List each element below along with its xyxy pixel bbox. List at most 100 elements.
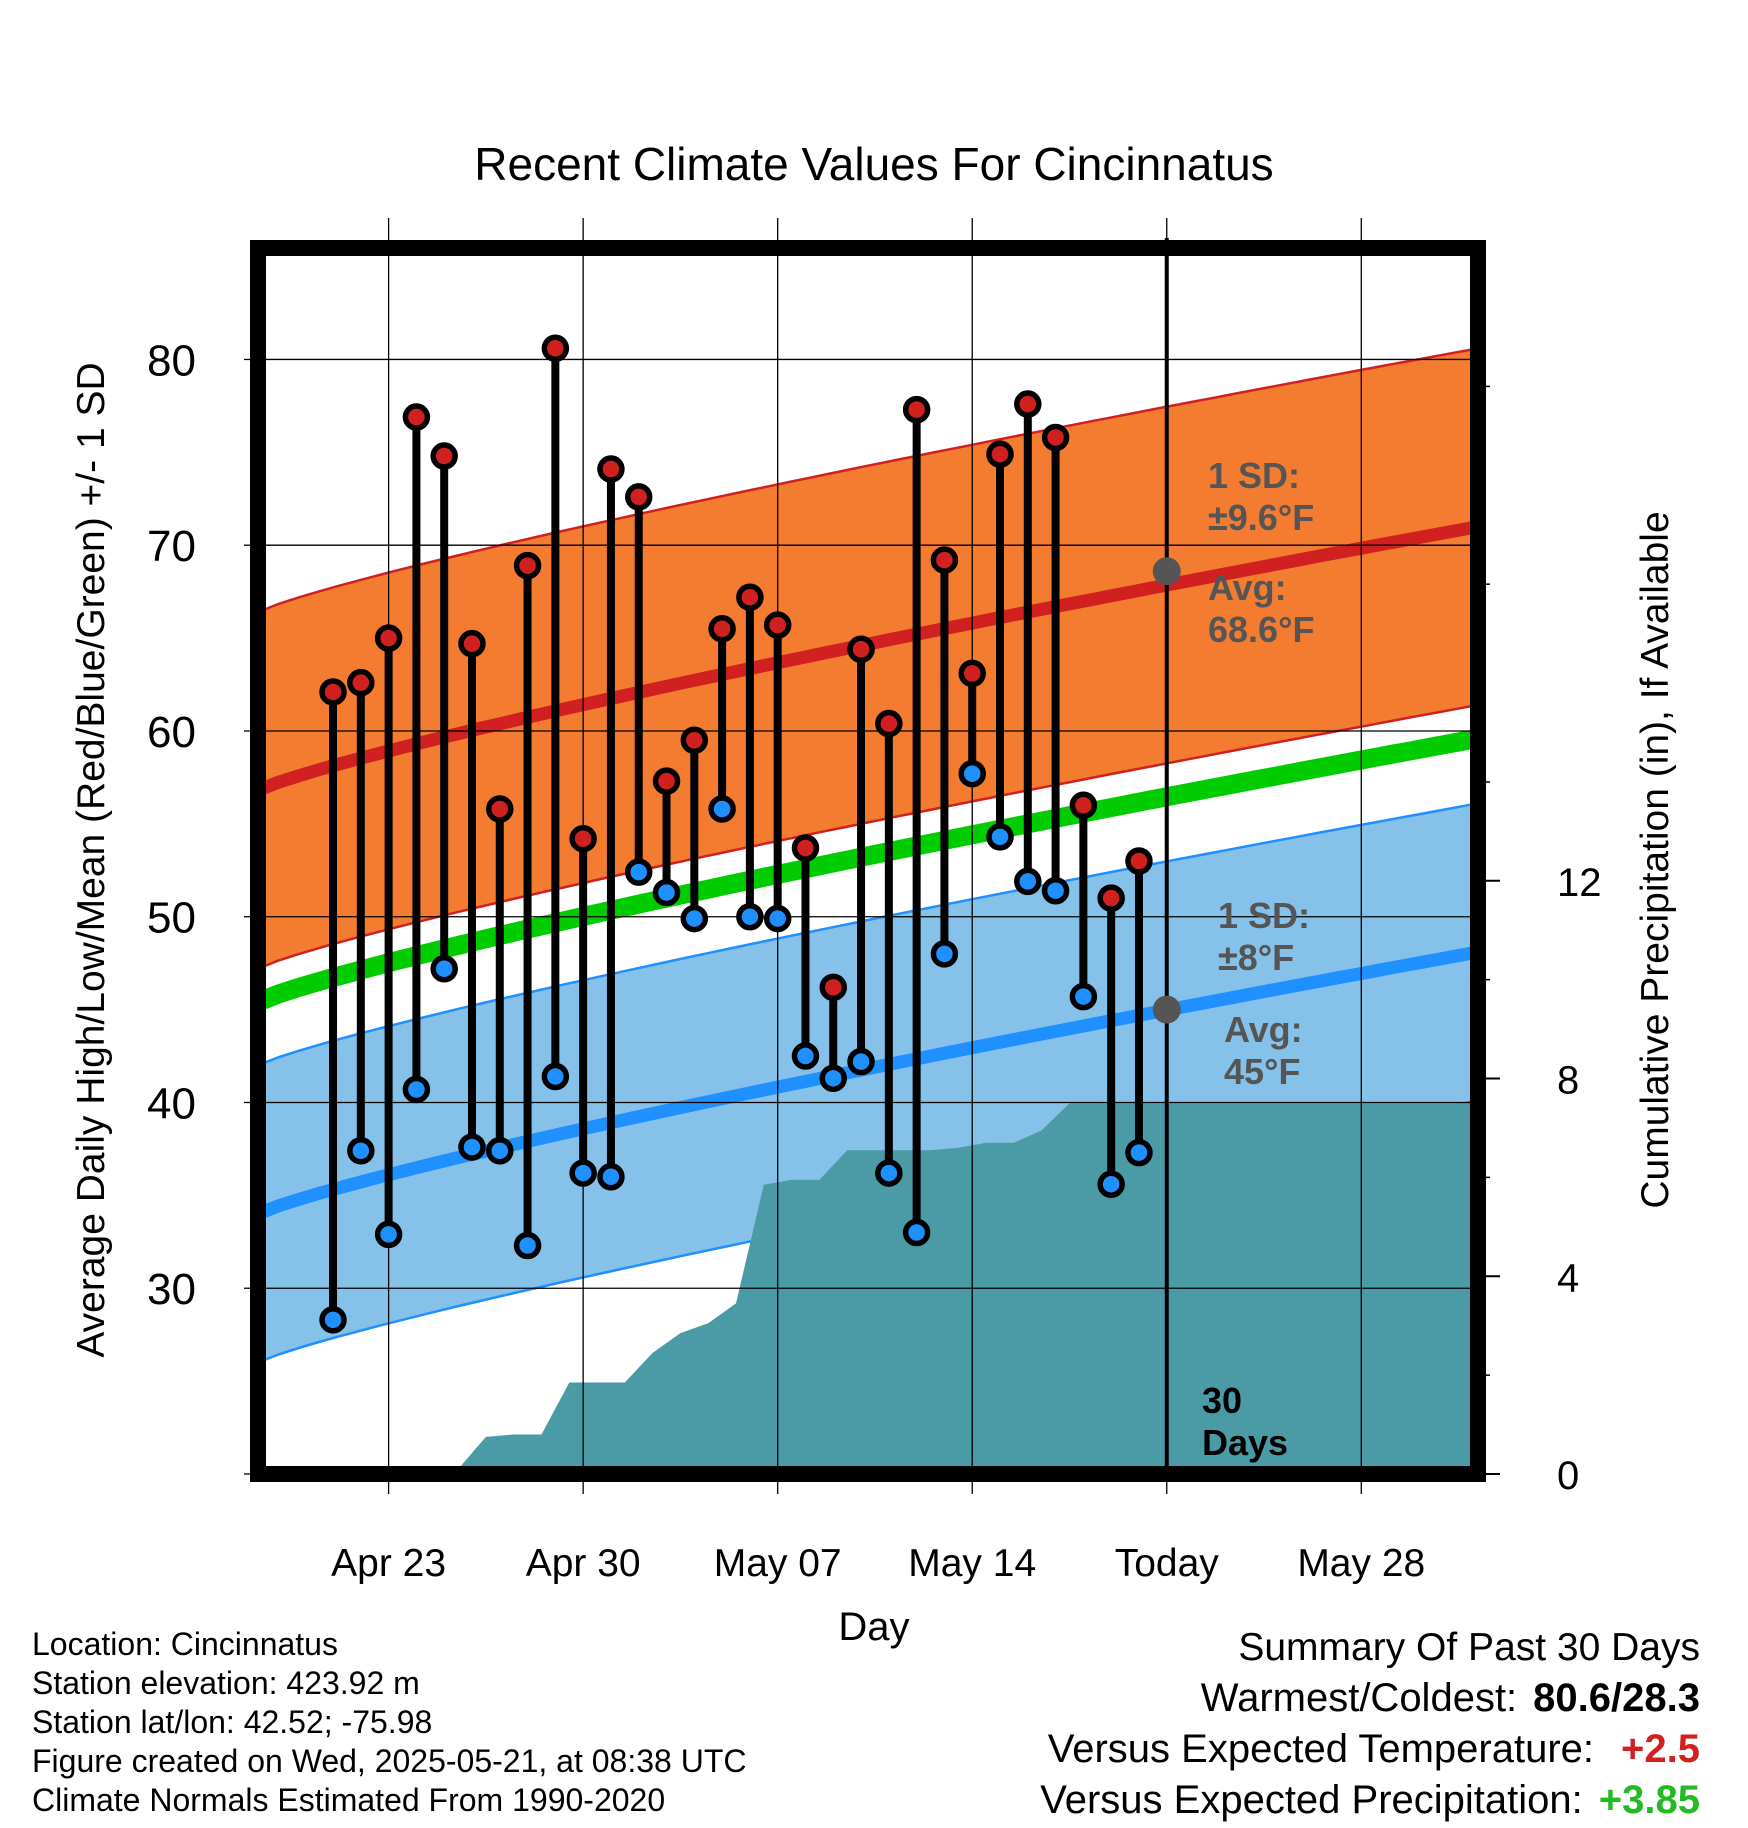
x-axis-label: Day	[838, 1605, 909, 1649]
daily-high-point	[624, 483, 653, 511]
daily-high-point	[763, 611, 792, 639]
daily-high-point	[708, 615, 736, 643]
daily-low-point	[1014, 867, 1042, 896]
summary-warm-cold-row: Warmest/Coldest: 80.6/28.3	[1040, 1673, 1700, 1724]
daily-high-point	[347, 668, 375, 697]
precip-diff-value: +3.85	[1598, 1778, 1700, 1822]
daily-low-point	[958, 759, 986, 788]
daily-high-point	[319, 678, 347, 706]
summary-title: Summary Of Past 30 Days	[1238, 1626, 1700, 1669]
daily-high-point	[791, 834, 820, 862]
daily-high-point	[597, 455, 625, 483]
x-tick-label: Apr 23	[331, 1542, 446, 1585]
daily-high-point	[374, 624, 403, 652]
daily-low-point	[569, 1159, 597, 1187]
warm-cold-label: Warmest/Coldest:	[1200, 1676, 1518, 1720]
daily-low-point	[986, 823, 1014, 851]
daily-low-point	[513, 1231, 542, 1260]
daily-high-point	[875, 709, 903, 738]
daily-low-point	[875, 1159, 903, 1187]
y2-tick-label: 8	[1557, 1059, 1579, 1103]
daily-low-point	[902, 1218, 931, 1247]
daily-low-point	[819, 1064, 848, 1093]
daily-low-point	[680, 904, 709, 933]
x-tick-label: May 14	[908, 1542, 1036, 1585]
low-sd-value: ±8°F	[1218, 937, 1294, 978]
y2-tick-label: 12	[1557, 861, 1602, 905]
y-tick-label: 30	[147, 1265, 196, 1314]
daily-high-point	[819, 973, 848, 1002]
daily-high-point	[930, 546, 959, 574]
daily-low-point	[458, 1133, 486, 1161]
daily-low-point	[1069, 982, 1098, 1011]
daily-low-point	[347, 1137, 375, 1165]
y-tick-label: 80	[147, 336, 196, 385]
x-tick-label: May 28	[1297, 1542, 1425, 1585]
today-normal-high-marker	[1152, 557, 1181, 586]
y-tick-label: 60	[147, 708, 196, 757]
normal-high-upper-sd-line	[258, 347, 1478, 614]
normal-low-sd-band	[258, 803, 1478, 1363]
high-avg-label: Avg:	[1208, 567, 1287, 608]
y-tick-label: 70	[147, 522, 196, 571]
daily-low-point	[486, 1137, 514, 1165]
daily-high-point	[1041, 423, 1070, 452]
daily-high-point	[430, 442, 458, 470]
high-sd-label: 1 SD:	[1208, 455, 1300, 496]
daily-low-point	[624, 858, 653, 886]
temp-diff-value: +2.5	[1621, 1727, 1700, 1771]
daily-high-point	[902, 395, 931, 424]
created-text: Figure created on Wed, 2025-05-21, at 08…	[32, 1743, 747, 1779]
daily-low-point	[402, 1075, 431, 1104]
daily-high-point	[1014, 390, 1042, 418]
y2-axis-label: Cumulative Precipitation (in), If Availa…	[1634, 511, 1677, 1208]
y-tick-label: 50	[147, 894, 196, 943]
daily-low-point	[791, 1042, 820, 1070]
summary-temp-row: Versus Expected Temperature: +2.5	[1040, 1724, 1700, 1775]
daily-high-point	[486, 795, 514, 823]
y-axis-label: Average Daily High/Low/Mean (Red/Blue/Gr…	[70, 362, 113, 1357]
daily-low-point	[430, 954, 458, 983]
daily-high-point	[513, 551, 542, 580]
precip-diff-label: Versus Expected Precipitation:	[1040, 1778, 1583, 1822]
daily-low-point	[597, 1163, 625, 1191]
daily-high-point	[569, 824, 597, 853]
low-avg-value: 45°F	[1224, 1051, 1300, 1092]
y2-tick-label: 4	[1557, 1256, 1579, 1300]
daily-high-point	[680, 726, 709, 755]
daily-high-point	[652, 767, 681, 795]
y2-tick-label: 0	[1557, 1454, 1579, 1498]
daily-low-point	[1041, 876, 1070, 905]
daily-low-point	[319, 1306, 347, 1334]
summary-panel: Summary Of Past 30 Days Warmest/Coldest:…	[1040, 1622, 1700, 1826]
normal-high-lower-sd-line	[258, 703, 1478, 970]
daily-low-point	[763, 904, 792, 933]
daily-high-point	[958, 659, 986, 688]
summary-precip-row: Versus Expected Precipitation: +3.85	[1040, 1775, 1700, 1826]
x-tick-label: Today	[1115, 1542, 1220, 1585]
x-tick-label: Apr 30	[526, 1542, 641, 1585]
high-avg-value: 68.6°F	[1208, 609, 1314, 650]
low-avg-label: Avg:	[1224, 1009, 1303, 1050]
daily-low-point	[541, 1062, 570, 1091]
daily-low-point	[736, 902, 764, 931]
normal-low-upper-sd-line	[258, 802, 1478, 1067]
days-count-number: 30	[1202, 1380, 1242, 1421]
daily-low-point	[652, 878, 681, 907]
station-info: Location: Cincinnatus Station elevation:…	[32, 1625, 746, 1820]
today-normal-low-marker	[1152, 995, 1181, 1024]
daily-low-point	[930, 940, 959, 968]
daily-low-point	[1097, 1170, 1125, 1198]
daily-high-point	[847, 635, 875, 663]
warm-cold-value: 80.6/28.3	[1533, 1676, 1700, 1720]
temp-diff-label: Versus Expected Temperature:	[1047, 1727, 1594, 1771]
daily-high-point	[541, 334, 570, 363]
daily-high-point	[402, 403, 431, 431]
daily-high-point	[1097, 884, 1125, 912]
normal-mean-line	[258, 729, 1478, 1012]
x-tick-label: May 07	[714, 1542, 842, 1585]
normals-text: Climate Normals Estimated From 1990-2020	[32, 1782, 666, 1818]
daily-low-point	[708, 795, 736, 823]
